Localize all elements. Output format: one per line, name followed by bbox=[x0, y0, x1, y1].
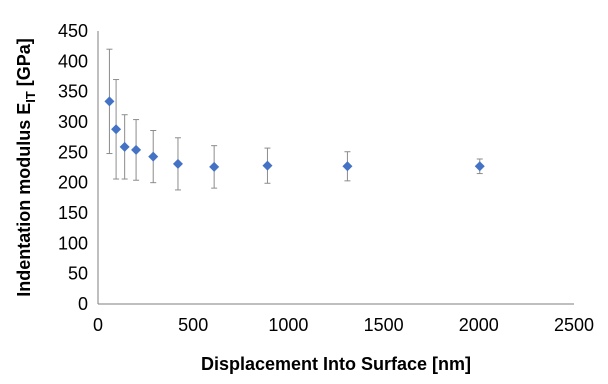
x-tick-label: 500 bbox=[178, 315, 208, 335]
data-point bbox=[342, 161, 353, 172]
y-axis-title-main: Indentation modulus E bbox=[14, 103, 34, 297]
data-point bbox=[172, 158, 183, 169]
y-tick-label: 450 bbox=[58, 21, 88, 41]
y-axis-title-unit: [GPa] bbox=[14, 38, 34, 91]
data-point bbox=[119, 141, 130, 152]
y-tick-label: 200 bbox=[58, 173, 88, 193]
y-tick-labels: 0 50 100 150 200 250 300 350 400 450 bbox=[58, 21, 88, 314]
y-tick-label: 0 bbox=[78, 294, 88, 314]
y-tick-label: 100 bbox=[58, 233, 88, 253]
data-point bbox=[131, 144, 142, 155]
y-tick-label: 250 bbox=[58, 142, 88, 162]
y-axis-title-subscript: IT bbox=[23, 91, 38, 103]
x-tick-label: 0 bbox=[93, 315, 103, 335]
data-points bbox=[104, 96, 485, 172]
y-tick-label: 150 bbox=[58, 203, 88, 223]
x-axis-title: Displacement Into Surface [nm] bbox=[201, 354, 471, 374]
x-tick-label: 2000 bbox=[459, 315, 499, 335]
data-point bbox=[148, 151, 159, 162]
x-tick-label: 1500 bbox=[364, 315, 404, 335]
data-point bbox=[104, 96, 115, 107]
x-tick-label: 1000 bbox=[268, 315, 308, 335]
y-tick-label: 300 bbox=[58, 112, 88, 132]
error-bars bbox=[106, 48, 483, 191]
y-axis-title: Indentation modulus EIT [GPa] bbox=[14, 38, 38, 297]
x-tick-labels: 0 500 1000 1500 2000 2500 bbox=[93, 315, 594, 335]
y-tick-label: 400 bbox=[58, 51, 88, 71]
data-point bbox=[474, 161, 485, 172]
data-point bbox=[111, 124, 122, 135]
y-tick-label: 350 bbox=[58, 82, 88, 102]
axes bbox=[97, 31, 574, 305]
data-point bbox=[262, 160, 273, 171]
data-point bbox=[209, 161, 220, 172]
x-tick-label: 2500 bbox=[554, 315, 594, 335]
y-tick-label: 50 bbox=[68, 264, 88, 284]
